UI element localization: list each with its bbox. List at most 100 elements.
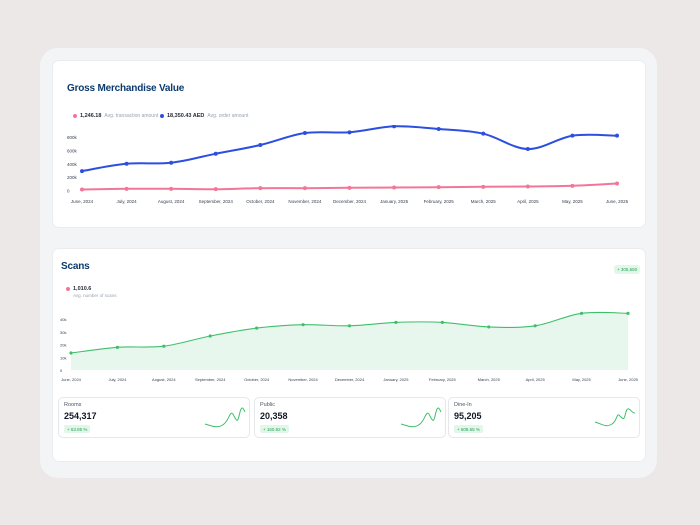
- x-tick-label: July, 2024: [108, 377, 127, 382]
- data-point[interactable]: [115, 345, 120, 349]
- series-area: [71, 312, 628, 370]
- scans-change-badge: + 305,650: [614, 265, 641, 274]
- stat-card-dine-in[interactable]: Dine-In 95,205 + 608.65 %: [448, 397, 640, 438]
- sparkline-icon: [204, 407, 246, 428]
- x-tick-label: June, 2025: [606, 199, 629, 204]
- data-point[interactable]: [626, 311, 630, 315]
- data-point[interactable]: [481, 131, 486, 136]
- data-point[interactable]: [392, 125, 397, 129]
- data-point[interactable]: [162, 344, 166, 348]
- data-point[interactable]: [302, 130, 307, 135]
- data-point[interactable]: [208, 334, 212, 338]
- data-point[interactable]: [392, 185, 397, 190]
- data-point[interactable]: [579, 311, 584, 315]
- x-tick-label: March, 2025: [471, 199, 497, 204]
- stat-label: Public: [260, 402, 275, 408]
- data-point[interactable]: [301, 323, 305, 327]
- x-tick-label: April, 2025: [526, 377, 546, 382]
- data-point[interactable]: [481, 184, 486, 189]
- data-point[interactable]: [570, 183, 575, 188]
- scans-chart: 40k 30k 20k 10k 0 June, 2024 July, 2024 August,…: [60, 311, 639, 382]
- legend-label: Avg. order amount: [207, 113, 249, 119]
- data-point[interactable]: [169, 160, 174, 165]
- stat-value: 95,205: [454, 411, 482, 421]
- x-tick-label: December, 2024: [333, 199, 367, 204]
- x-tick-label: June, 2024: [71, 199, 94, 204]
- x-tick-label: July, 2024: [116, 199, 137, 204]
- data-point[interactable]: [347, 130, 352, 135]
- x-tick-label: January, 2025: [380, 199, 409, 204]
- x-tick-label: June, 2025: [618, 377, 639, 382]
- legend-value: 1,010.6: [73, 286, 92, 292]
- stat-value: 20,358: [260, 411, 288, 421]
- legend-dot-icon: [66, 287, 70, 291]
- data-point[interactable]: [213, 187, 218, 192]
- gmv-legend-transaction[interactable]: 1,246.18 Avg. transaction amount: [73, 113, 158, 119]
- data-point[interactable]: [394, 320, 398, 324]
- sparkline-icon: [400, 407, 442, 428]
- legend-value: 1,246.18: [80, 113, 102, 119]
- x-tick-label: March, 2025: [478, 377, 501, 382]
- data-point[interactable]: [533, 324, 537, 328]
- stat-card-rooms[interactable]: Rooms 254,317 + 63.85 %: [58, 397, 250, 438]
- x-tick-label: August, 2024: [158, 199, 185, 204]
- x-tick-label: October, 2024: [244, 377, 270, 382]
- stat-change-badge: + 63.85 %: [64, 425, 91, 433]
- y-tick-label: 30k: [60, 330, 66, 335]
- scans-legend[interactable]: 1,010.6 Avg. number of scans: [66, 286, 116, 298]
- data-point[interactable]: [124, 186, 129, 191]
- data-point[interactable]: [525, 184, 530, 189]
- stat-card-public[interactable]: Public 20,358 + 160.82 %: [254, 397, 446, 438]
- stat-value: 254,317: [64, 411, 97, 421]
- x-tick-label: December, 2024: [335, 377, 365, 382]
- x-tick-label: April, 2025: [517, 199, 539, 204]
- stat-label: Dine-In: [454, 402, 472, 408]
- data-point[interactable]: [615, 181, 619, 186]
- gmv-legend-order[interactable]: 18,350.43 AED Avg. order amount: [160, 113, 248, 119]
- data-point[interactable]: [213, 151, 218, 156]
- y-tick-label: 400k: [67, 162, 78, 167]
- x-tick-label: November, 2024: [288, 199, 322, 204]
- data-point[interactable]: [80, 169, 84, 174]
- data-point[interactable]: [615, 133, 619, 138]
- legend-dot-icon: [160, 114, 164, 118]
- data-point[interactable]: [258, 143, 263, 148]
- data-point[interactable]: [487, 325, 491, 329]
- x-tick-label: May, 2025: [572, 377, 591, 382]
- stat-label: Rooms: [64, 402, 82, 408]
- data-point[interactable]: [525, 147, 530, 152]
- data-point[interactable]: [255, 326, 259, 330]
- legend-label: Avg. number of scans: [73, 293, 117, 298]
- y-tick-label: 200k: [67, 175, 78, 180]
- y-tick-label: 40k: [60, 317, 66, 322]
- y-tick-label: 20k: [60, 343, 66, 348]
- data-point[interactable]: [169, 186, 174, 191]
- legend-dot-icon: [73, 114, 77, 118]
- x-tick-label: January, 2025: [383, 377, 409, 382]
- data-point[interactable]: [302, 186, 307, 191]
- data-point[interactable]: [436, 126, 441, 131]
- sparkline-icon: [594, 408, 636, 427]
- data-point[interactable]: [347, 324, 352, 328]
- x-tick-label: November, 2024: [288, 377, 318, 382]
- data-point[interactable]: [258, 186, 263, 191]
- stat-change-badge: + 608.65 %: [454, 425, 483, 433]
- y-tick-label: 0: [67, 189, 70, 194]
- x-tick-label: June, 2024: [61, 377, 82, 382]
- data-point[interactable]: [69, 351, 73, 355]
- data-point[interactable]: [124, 161, 129, 166]
- legend-value: 18,350.43 AED: [167, 113, 205, 119]
- y-tick-label: 800k: [67, 135, 78, 140]
- x-tick-label: August, 2024: [152, 377, 176, 382]
- y-tick-label: 0: [60, 368, 63, 373]
- x-tick-label: September, 2024: [195, 377, 226, 382]
- legend-label: Avg. transaction amount: [104, 113, 159, 119]
- data-point[interactable]: [436, 185, 441, 190]
- data-point[interactable]: [80, 187, 84, 192]
- data-point[interactable]: [570, 133, 575, 138]
- data-point[interactable]: [440, 320, 444, 324]
- x-tick-label: February, 2025: [424, 199, 455, 204]
- x-tick-label: May, 2025: [562, 199, 583, 204]
- data-point[interactable]: [347, 185, 352, 190]
